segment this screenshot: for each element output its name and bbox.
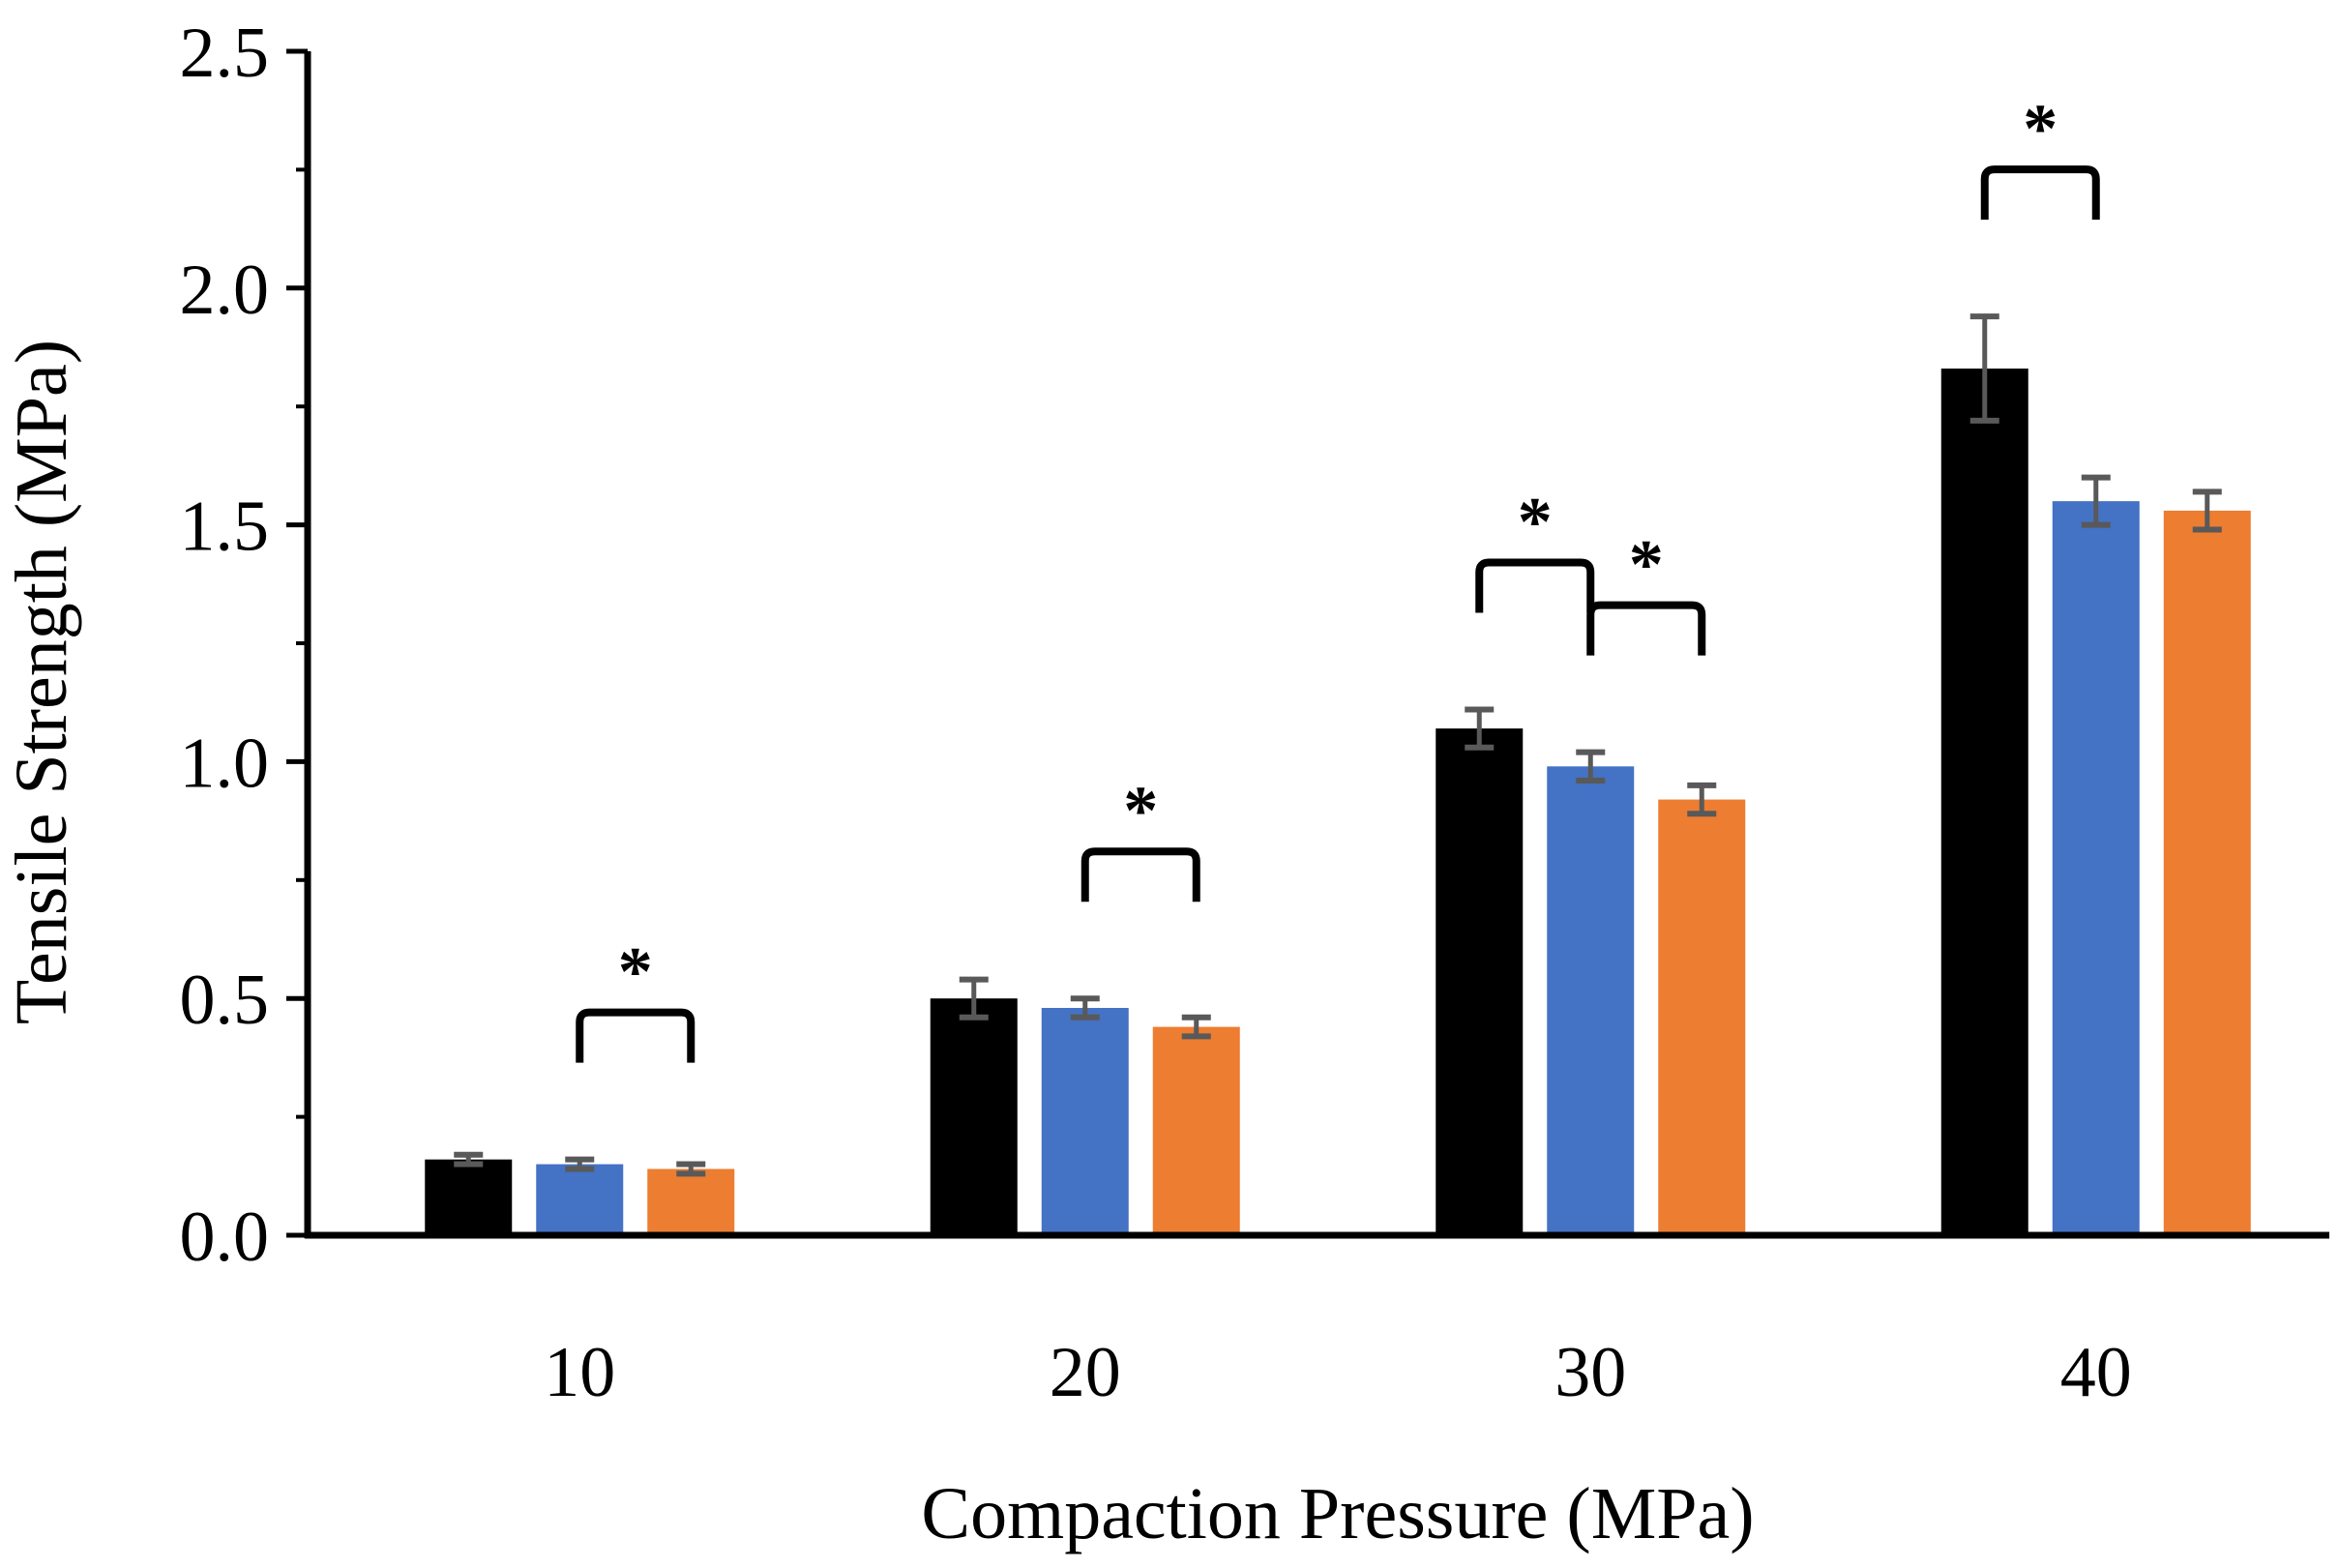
y-tick-label: 0.0 [180, 1198, 270, 1277]
x-tick-label: 30 [1554, 1333, 1626, 1412]
bar [1547, 766, 1635, 1235]
bar [1658, 799, 1746, 1235]
significance-bracket [1586, 601, 1706, 656]
bars-layer [425, 369, 2251, 1236]
y-tick-label: 2.5 [180, 14, 270, 93]
bar [1041, 1007, 1129, 1235]
bar [2052, 501, 2140, 1235]
significance-bracket [1475, 558, 1595, 613]
x-tick-label: 20 [1050, 1333, 1121, 1412]
bar [930, 998, 1018, 1235]
bar [425, 1159, 513, 1235]
y-tick-label: 2.0 [180, 251, 270, 330]
bar [1436, 728, 1524, 1235]
significance-star: * [1123, 772, 1158, 849]
significance-bracket [576, 1008, 696, 1063]
x-tick-label: 10 [544, 1333, 615, 1412]
significance-star: * [618, 933, 653, 1011]
y-axis-title: Tensile Strength (MPa) [1, 340, 82, 1024]
bar [2163, 510, 2251, 1235]
bar [536, 1164, 624, 1235]
y-tick-label: 1.0 [180, 724, 270, 803]
x-axis-title: Compaction Pressure (MPa) [921, 1473, 1754, 1554]
x-tick-label: 40 [2060, 1333, 2132, 1412]
y-tick-label: 1.5 [180, 488, 270, 567]
bar [1940, 369, 2028, 1236]
significance-star: * [1518, 484, 1553, 561]
bar [1152, 1026, 1240, 1235]
y-ticks: 0.0 0.5 1.0 1.5 2.0 2.5 [180, 14, 308, 1277]
y-tick-label: 0.5 [180, 961, 270, 1040]
significance-star: * [1629, 526, 1664, 604]
error-bars-layer [454, 313, 2222, 1177]
significance-star: * [2023, 90, 2058, 167]
bar [647, 1169, 735, 1235]
significance-bracket [1081, 847, 1200, 902]
significance-layer: * * * * * [576, 90, 2100, 1063]
x-ticks: 10 20 30 40 [544, 1333, 2132, 1412]
significance-bracket [1980, 165, 2100, 221]
